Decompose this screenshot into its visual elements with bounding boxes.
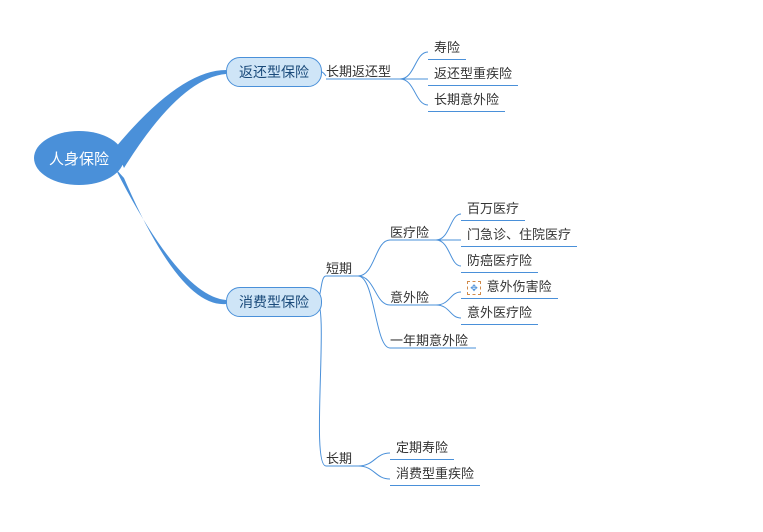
leaf-return-critical[interactable]: 返还型重疾险 <box>428 61 518 86</box>
node-one-year-accident[interactable]: 一年期意外险 <box>390 330 468 349</box>
branch-label: 消费型保险 <box>239 294 309 310</box>
branch-label: 返还型保险 <box>239 64 309 80</box>
leaf-accident-medical[interactable]: 意外医疗险 <box>461 300 538 325</box>
move-icon: ✥ <box>467 281 481 295</box>
root-label: 人身保险 <box>49 148 109 169</box>
connector <box>358 240 390 276</box>
connector <box>400 52 428 79</box>
connector <box>436 240 461 266</box>
leaf-label: 返还型重疾险 <box>434 66 512 81</box>
connector <box>436 214 461 240</box>
connector <box>316 300 326 466</box>
node-label: 一年期意外险 <box>390 333 468 348</box>
leaf-long-accident[interactable]: 长期意外险 <box>428 87 505 112</box>
leaf-consume-critical[interactable]: 消费型重疾险 <box>390 461 480 486</box>
connector <box>358 466 390 479</box>
leaf-accident-injury[interactable]: ✥ 意外伤害险 <box>461 274 558 299</box>
node-label: 医疗险 <box>390 225 429 240</box>
leaf-life-insurance[interactable]: 寿险 <box>428 35 466 60</box>
root-node[interactable]: 人身保险 <box>34 131 124 185</box>
leaf-cancer-medical[interactable]: 防癌医疗险 <box>461 248 538 273</box>
leaf-million-medical[interactable]: 百万医疗 <box>461 196 525 221</box>
node-accident[interactable]: 意外险 <box>390 287 429 306</box>
node-label: 长期 <box>326 451 352 466</box>
connector <box>358 453 390 466</box>
leaf-label: 意外伤害险 <box>487 279 552 294</box>
leaf-label: 消费型重疾险 <box>396 466 474 481</box>
branch-return[interactable]: 返还型保险 <box>226 57 322 87</box>
node-medical[interactable]: 医疗险 <box>390 222 429 241</box>
connector <box>436 292 461 305</box>
leaf-label: 长期意外险 <box>434 92 499 107</box>
leaf-outpatient[interactable]: 门急诊、住院医疗 <box>461 222 577 247</box>
leaf-label: 意外医疗险 <box>467 305 532 320</box>
node-long-term[interactable]: 长期 <box>326 448 352 467</box>
branch-consume[interactable]: 消费型保险 <box>226 287 322 317</box>
node-label: 意外险 <box>390 290 429 305</box>
connector-wedge <box>115 168 226 304</box>
leaf-term-life[interactable]: 定期寿险 <box>390 435 454 460</box>
leaf-label: 定期寿险 <box>396 440 448 455</box>
node-label: 长期返还型 <box>326 64 391 79</box>
node-label: 短期 <box>326 261 352 276</box>
connector <box>358 276 390 305</box>
leaf-label: 寿险 <box>434 40 460 55</box>
node-short-term[interactable]: 短期 <box>326 258 352 277</box>
leaf-label: 防癌医疗险 <box>467 253 532 268</box>
node-long-return[interactable]: 长期返还型 <box>326 61 391 80</box>
connector <box>358 276 390 348</box>
connector <box>400 79 428 105</box>
connector <box>436 305 461 318</box>
leaf-label: 门急诊、住院医疗 <box>467 227 571 242</box>
connector-wedge <box>115 70 226 168</box>
leaf-label: 百万医疗 <box>467 201 519 216</box>
